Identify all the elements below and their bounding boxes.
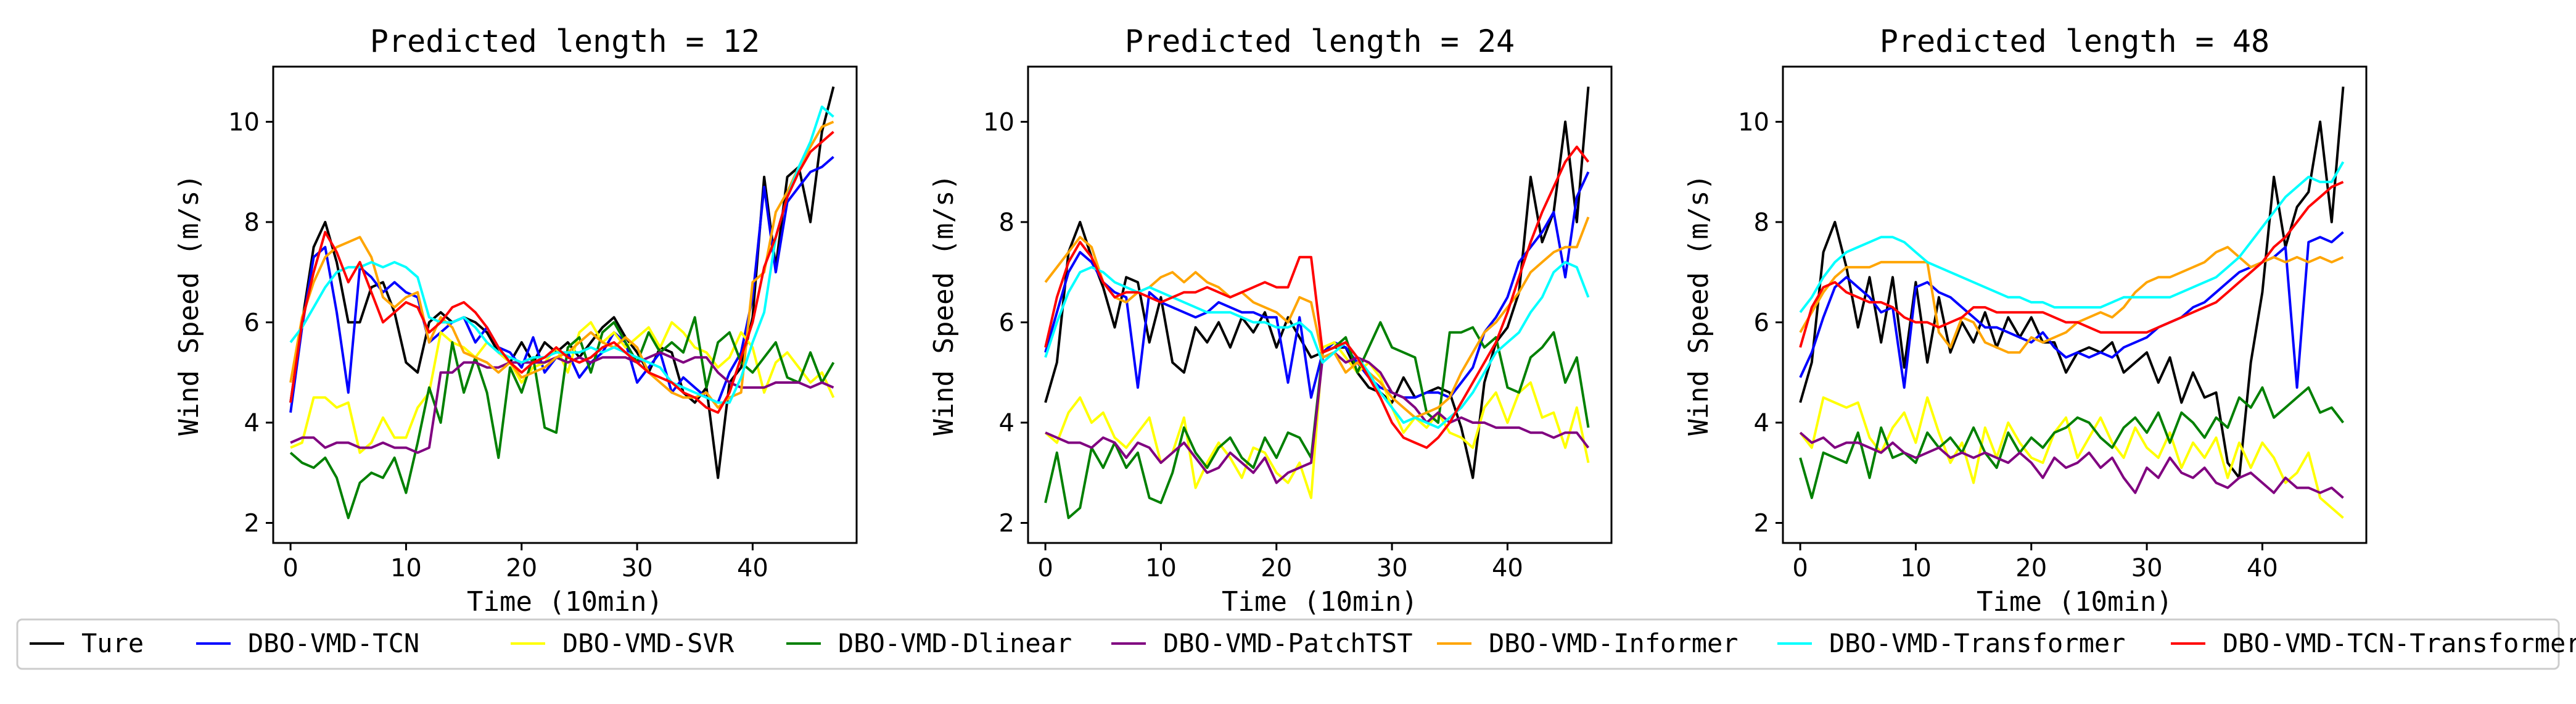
plot-frame <box>1782 65 2368 544</box>
x-tick-label: 0 <box>1037 554 1053 582</box>
x-tick-label: 20 <box>2015 554 2047 582</box>
y-axis-ticks: 2 4 6 8 10 <box>983 108 1028 537</box>
series-line-dbo-vmd-tcn <box>1044 171 1590 399</box>
series-line-dbo-vmd-patchtst <box>290 351 834 454</box>
legend-label: DBO-VMD-TCN-Transformer <box>2223 628 2576 658</box>
y-tick-label: 10 <box>228 108 260 136</box>
legend-frame <box>16 618 2560 670</box>
x-tick-label: 40 <box>2247 554 2278 582</box>
legend-label: DBO-VMD-Dlinear <box>838 628 1072 658</box>
x-tick-label: 20 <box>506 554 537 582</box>
x-tick-label: 30 <box>622 554 653 582</box>
x-tick-label: 0 <box>282 554 298 582</box>
y-tick-label: 4 <box>999 409 1014 437</box>
series-line-dbo-vmd-tcn-transformer <box>1799 181 2344 348</box>
chart-title: Predicted length = 12 <box>370 23 760 59</box>
legend-item-dbo-vmd-informer: DBO-VMD-Informer <box>1437 628 1739 658</box>
series-line-dbo-vmd-informer <box>289 120 834 409</box>
legend-label: Ture <box>81 628 144 658</box>
legend-label: DBO-VMD-TCN <box>248 628 419 658</box>
y-axis-ticks: 2 4 6 8 10 <box>228 108 273 537</box>
subplot-2: Predicted length = 24 0 10 20 30 40 2 4 6 8 10 T… <box>928 23 1613 618</box>
plot-frame <box>272 65 858 544</box>
series-line-dbo-vmd-transformer <box>1799 161 2345 313</box>
y-tick-label: 10 <box>983 108 1014 136</box>
x-axis-label: Time (10min) <box>1977 586 2173 618</box>
series-line-dbo-vmd-tcn-transformer <box>289 131 834 414</box>
subplot-3: Predicted length = 48 0 10 20 30 40 2 4 6 8 10 T… <box>1683 23 2368 618</box>
y-axis-label: Wind Speed (m/s) <box>928 174 960 436</box>
y-tick-label: 6 <box>999 309 1014 337</box>
y-tick-label: 6 <box>244 309 260 337</box>
x-axis-ticks: 0 10 20 30 40 <box>282 543 768 582</box>
x-axis-label: Time (10min) <box>1222 586 1418 618</box>
x-tick-label: 40 <box>737 554 768 582</box>
legend-item-dbo-vmd-patchtst: DBO-VMD-PatchTST <box>1111 628 1413 658</box>
legend-item-dbo-vmd-tcn-transformer: DBO-VMD-TCN-Transformer <box>2171 628 2576 658</box>
legend-label: DBO-VMD-SVR <box>562 628 735 658</box>
legend-label: DBO-VMD-Transformer <box>1829 628 2125 658</box>
series-group <box>1044 86 1590 520</box>
y-tick-label: 8 <box>999 209 1014 237</box>
y-tick-label: 10 <box>1738 108 1769 136</box>
x-tick-label: 0 <box>1792 554 1808 582</box>
series-line-dbo-vmd-informer <box>1044 217 1590 419</box>
y-axis-ticks: 2 4 6 8 10 <box>1738 108 1783 537</box>
series-line-dbo-vmd-patchtst <box>1045 351 1590 484</box>
legend-item-dbo-vmd-svr: DBO-VMD-SVR <box>511 628 735 658</box>
series-group <box>1799 86 2345 519</box>
legend: Ture DBO-VMD-TCN DBO-VMD-SVR DBO-VMD-Dlinea… <box>16 618 2576 670</box>
legend-item-dbo-vmd-tcn: DBO-VMD-TCN <box>196 628 419 658</box>
series-line-dbo-vmd-svr <box>1044 341 1590 499</box>
legend-item-dbo-vmd-dlinear: DBO-VMD-Dlinear <box>786 628 1072 658</box>
y-tick-label: 4 <box>1754 409 1769 437</box>
legend-label: DBO-VMD-Informer <box>1489 628 1739 658</box>
y-tick-label: 2 <box>244 509 260 537</box>
legend-item-ture: Ture <box>30 628 144 658</box>
series-line-dbo-vmd-patchtst <box>1799 431 2344 499</box>
x-tick-label: 10 <box>1900 554 1932 582</box>
subplot-1: Predicted length = 12 0 10 20 30 40 2 4 6 8 10 T… <box>173 23 858 618</box>
x-tick-label: 30 <box>1376 554 1408 582</box>
chart-title: Predicted length = 48 <box>1880 23 2269 59</box>
series-line-dbo-vmd-dlinear <box>1799 386 2345 499</box>
y-axis-label: Wind Speed (m/s) <box>173 174 205 436</box>
series-line-dbo-vmd-svr <box>1799 396 2344 519</box>
y-axis-label: Wind Speed (m/s) <box>1683 174 1714 436</box>
y-tick-label: 4 <box>244 409 260 437</box>
series-line-dbo-vmd-tcn-transformer <box>1044 146 1590 449</box>
legend-item-dbo-vmd-transformer: DBO-VMD-Transformer <box>1777 628 2125 658</box>
series-group <box>289 86 835 520</box>
y-tick-label: 8 <box>244 209 260 237</box>
y-tick-label: 8 <box>1754 209 1769 237</box>
plot-frame <box>1027 65 1613 544</box>
x-tick-label: 40 <box>1492 554 1523 582</box>
x-axis-ticks: 0 10 20 30 40 <box>1037 543 1523 582</box>
x-tick-label: 30 <box>2131 554 2163 582</box>
legend-label: DBO-VMD-PatchTST <box>1163 628 1413 658</box>
chart-title: Predicted length = 24 <box>1125 23 1515 59</box>
y-tick-label: 2 <box>999 509 1014 537</box>
series-line-ture <box>289 86 835 479</box>
series-line-ture <box>1799 86 2345 479</box>
series-line-dbo-vmd-informer <box>1799 246 2344 354</box>
x-tick-label: 10 <box>390 554 422 582</box>
x-tick-label: 10 <box>1145 554 1177 582</box>
x-axis-label: Time (10min) <box>467 586 663 618</box>
x-axis-ticks: 0 10 20 30 40 <box>1792 543 2278 582</box>
y-tick-label: 6 <box>1754 309 1769 337</box>
x-tick-label: 20 <box>1261 554 1292 582</box>
y-tick-label: 2 <box>1754 509 1769 537</box>
